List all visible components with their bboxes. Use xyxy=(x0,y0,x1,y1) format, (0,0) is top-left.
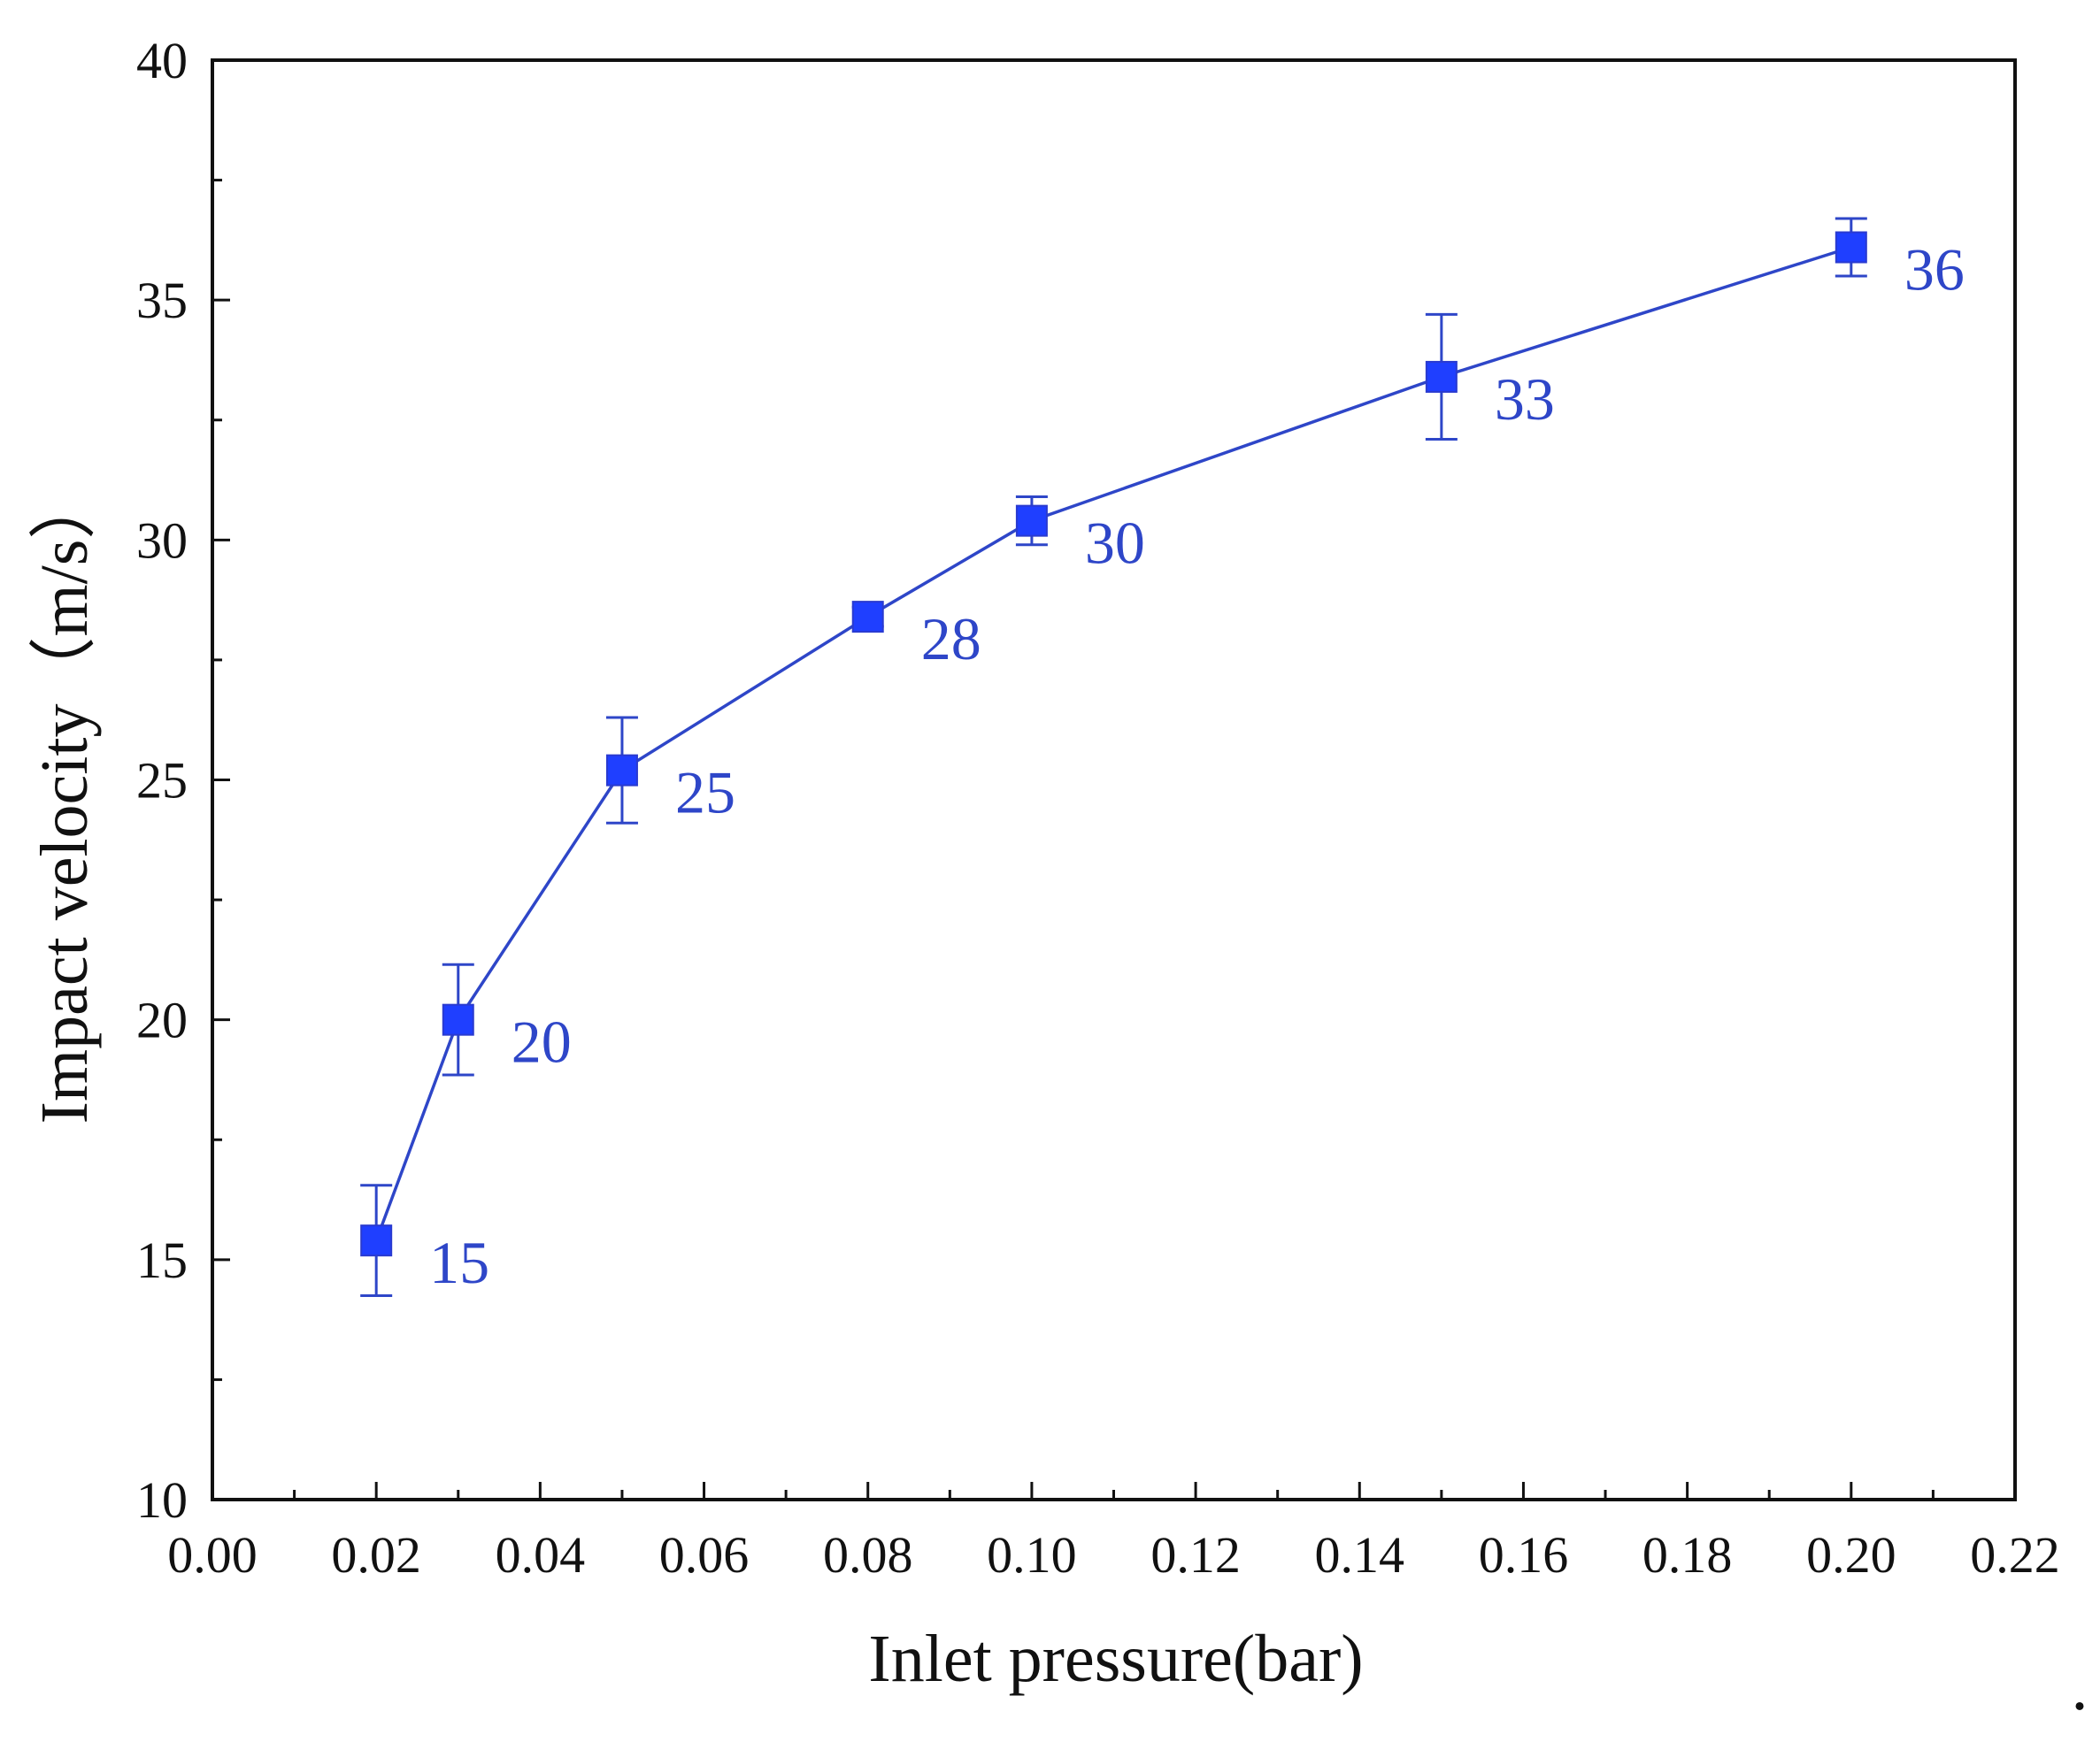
x-tick-label: 0.14 xyxy=(1315,1526,1405,1584)
y-tick-label: 20 xyxy=(136,992,188,1049)
data-point xyxy=(360,1224,393,1257)
x-axis-title: Inlet pressure(bar) xyxy=(868,1622,1363,1696)
x-tick-label: 0.08 xyxy=(823,1526,913,1584)
y-tick-label: 25 xyxy=(136,752,188,810)
data-point xyxy=(1835,231,1867,264)
x-tick-label: 0.12 xyxy=(1150,1526,1241,1584)
y-tick-label: 15 xyxy=(136,1232,188,1289)
corner-annotation: . xyxy=(2072,1650,2088,1724)
data-label: 20 xyxy=(512,1009,572,1076)
label-layer: 15 20 25 28 30 33 36 xyxy=(429,236,1965,1297)
data-point xyxy=(605,754,638,787)
x-tick-label: 0.04 xyxy=(496,1526,586,1584)
data-point xyxy=(1015,504,1048,537)
data-point xyxy=(851,601,884,633)
series-layer xyxy=(360,217,1867,1298)
series-line xyxy=(374,245,1852,1241)
data-label: 33 xyxy=(1495,365,1555,433)
data-label: 25 xyxy=(675,759,735,826)
y-axis-title: Impact velocity（m/s） xyxy=(27,472,102,1124)
x-tick-label: 0.16 xyxy=(1479,1526,1569,1584)
y-tick-label: 35 xyxy=(136,272,188,329)
x-tick-label: 0.10 xyxy=(987,1526,1077,1584)
data-label: 30 xyxy=(1085,510,1145,577)
data-label: 15 xyxy=(429,1229,489,1296)
data-point xyxy=(442,1003,474,1036)
y-tick-label: 30 xyxy=(136,511,188,569)
x-tick-label: 0.22 xyxy=(1970,1526,2060,1584)
data-label: 36 xyxy=(1904,236,1965,303)
x-tick-label: 0.06 xyxy=(659,1526,750,1584)
y-tick-label: 40 xyxy=(136,32,188,89)
x-tick-label: 0.18 xyxy=(1642,1526,1733,1584)
data-point xyxy=(1425,360,1458,393)
data-label: 28 xyxy=(921,605,981,672)
axes-layer: 0.00 0.02 0.04 0.06 0.08 0.10 0.12 0.14 0.16 0.18… xyxy=(136,32,2060,1584)
x-tick-label: 0.20 xyxy=(1806,1526,1896,1584)
x-tick-label: 0.02 xyxy=(331,1526,421,1584)
x-tick-label: 0.00 xyxy=(167,1526,258,1584)
y-tick-label: 10 xyxy=(136,1471,188,1529)
